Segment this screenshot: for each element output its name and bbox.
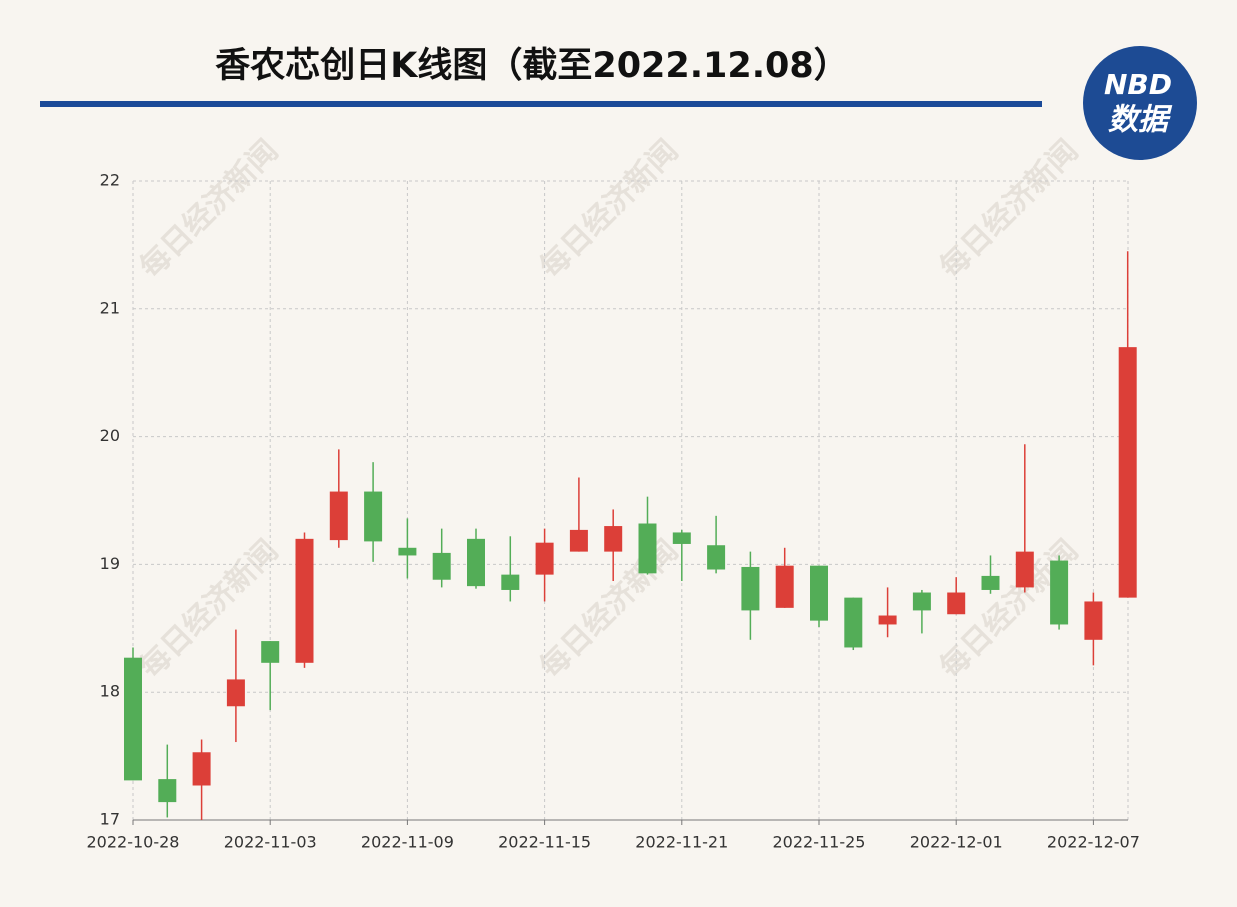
candle-body bbox=[878, 615, 897, 625]
y-tick-label: 19 bbox=[100, 554, 120, 573]
candle-body bbox=[398, 547, 417, 556]
x-tick-label: 2022-11-03 bbox=[224, 833, 317, 852]
candle-body bbox=[226, 679, 245, 707]
candle-body bbox=[329, 491, 348, 541]
x-tick-label: 2022-12-07 bbox=[1047, 833, 1140, 852]
chart-title: 香农芯创日K线图（截至2022.12.08） bbox=[215, 46, 849, 86]
candle-body bbox=[501, 574, 520, 590]
x-tick-label: 2022-11-09 bbox=[361, 833, 454, 852]
candle-body bbox=[261, 641, 280, 663]
x-tick-label: 2022-11-15 bbox=[498, 833, 591, 852]
candle-body bbox=[1084, 601, 1103, 640]
x-tick-label: 2022-11-25 bbox=[773, 833, 866, 852]
candle-body bbox=[741, 566, 760, 611]
y-tick-label: 20 bbox=[100, 426, 120, 445]
candle-body bbox=[810, 565, 828, 621]
candle-body bbox=[1015, 551, 1034, 588]
candle-body bbox=[707, 545, 726, 570]
x-tick-label: 2022-10-28 bbox=[87, 833, 180, 852]
candle-body bbox=[124, 657, 142, 781]
candle-body bbox=[295, 538, 314, 663]
candle-body bbox=[192, 752, 211, 786]
candle-body bbox=[1118, 347, 1137, 598]
candle-body bbox=[364, 491, 383, 542]
candle-body bbox=[432, 552, 451, 580]
x-tick-label: 2022-12-01 bbox=[910, 833, 1003, 852]
candle-body bbox=[775, 565, 794, 608]
y-tick-label: 18 bbox=[100, 682, 120, 701]
candle-body bbox=[672, 532, 691, 544]
logo-bottom: 数据 bbox=[1108, 103, 1173, 138]
candle-body bbox=[947, 592, 966, 615]
y-tick-label: 21 bbox=[100, 298, 120, 317]
title-underline bbox=[40, 101, 1042, 107]
x-tick-label: 2022-11-21 bbox=[635, 833, 728, 852]
candle-body bbox=[638, 523, 657, 574]
y-tick-label: 17 bbox=[100, 810, 120, 829]
logo-circle bbox=[1083, 46, 1197, 160]
candle-body bbox=[569, 529, 588, 552]
candle-body bbox=[158, 779, 177, 803]
candle-body bbox=[912, 592, 931, 611]
y-tick-label: 22 bbox=[100, 171, 120, 190]
candle-body bbox=[467, 538, 485, 587]
candle-body bbox=[604, 526, 623, 552]
candle-body bbox=[1050, 560, 1069, 625]
logo-top: NBD bbox=[1104, 68, 1172, 101]
candle-body bbox=[981, 575, 1000, 590]
candle-body bbox=[844, 597, 863, 648]
candle-body bbox=[535, 542, 554, 575]
